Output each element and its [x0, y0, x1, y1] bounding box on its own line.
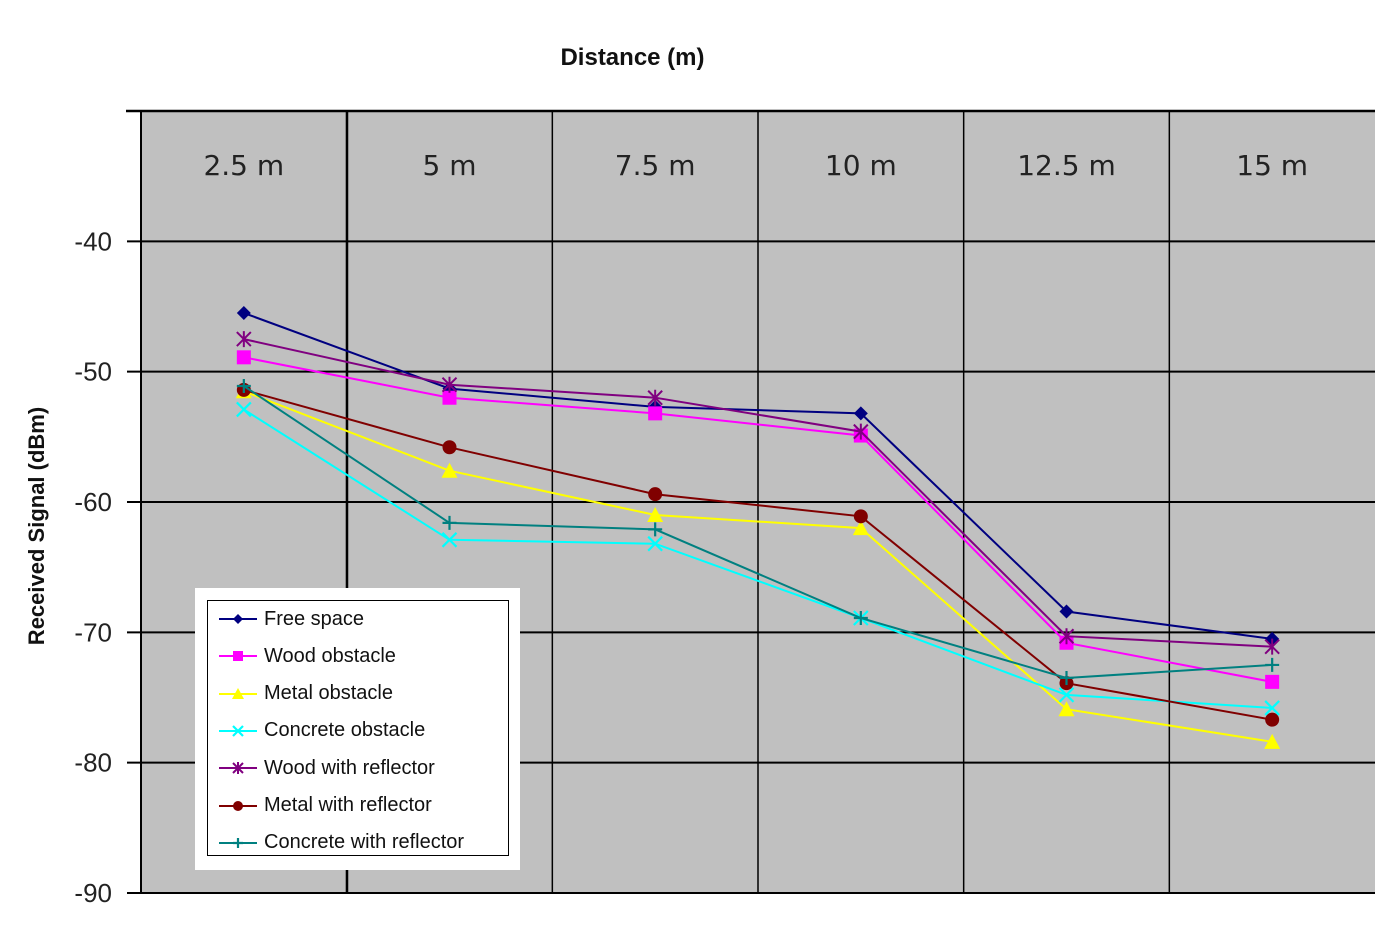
- legend-item: Concrete obstacle: [218, 716, 425, 746]
- legend-swatch: [219, 614, 257, 624]
- legend-swatch: [219, 800, 257, 811]
- series-line: [243, 312, 1273, 640]
- data-point: [1058, 628, 1075, 645]
- legend: Free space Wood obstacle Metal obstacle Con…: [195, 588, 520, 870]
- legend-label: Concrete obstacle: [264, 719, 426, 742]
- data-point: [648, 487, 663, 502]
- data-point: [236, 306, 251, 321]
- legend-label: Free space: [264, 607, 365, 630]
- data-point: [853, 509, 868, 524]
- y-tick-label: -80: [74, 748, 112, 778]
- data-point: [441, 462, 458, 478]
- data-point: [233, 651, 243, 662]
- data-point: [647, 389, 663, 406]
- x-category-label: 2.5 m: [203, 149, 284, 182]
- data-point: [233, 614, 243, 624]
- data-point: [1264, 733, 1281, 749]
- y-axis-title: Received Signal (dBm): [24, 406, 49, 646]
- legend-label: Wood obstacle: [264, 644, 396, 667]
- legend-item: Metal obstacle: [218, 679, 393, 709]
- data-point: [441, 532, 458, 548]
- data-point: [853, 423, 869, 440]
- legend-swatch: [219, 725, 257, 737]
- data-point: [442, 440, 457, 455]
- data-point: [647, 535, 663, 552]
- data-point: [853, 406, 868, 421]
- data-point: [1265, 674, 1280, 689]
- y-tick-label: -50: [74, 357, 112, 387]
- x-axis-title: Distance (m): [560, 44, 705, 71]
- data-point: [647, 507, 664, 523]
- data-point: [648, 522, 663, 537]
- x-category-label: 7.5 m: [615, 149, 696, 182]
- legend-item: Concrete with reflector: [218, 828, 464, 858]
- x-category-label: 12.5 m: [1017, 149, 1116, 182]
- data-point: [852, 520, 869, 536]
- data-point: [232, 762, 244, 775]
- data-point: [236, 401, 252, 418]
- legend-label: Concrete with reflector: [264, 831, 465, 854]
- data-point: [236, 350, 251, 365]
- data-point: [441, 376, 458, 393]
- series-line: [243, 390, 1273, 743]
- y-tick-label: -40: [74, 226, 112, 256]
- legend-swatch: [219, 651, 257, 662]
- legend-item: Wood with reflector: [218, 753, 435, 783]
- data-point: [1264, 700, 1280, 716]
- series-line: [243, 385, 1273, 680]
- data-point: [236, 379, 251, 394]
- x-category-label: 15 m: [1236, 149, 1308, 182]
- legend-swatch: [219, 837, 257, 848]
- data-point: [233, 837, 243, 848]
- series-line: [243, 338, 1273, 648]
- series-line: [243, 356, 1273, 683]
- data-point: [442, 390, 457, 405]
- data-point: [232, 687, 244, 699]
- y-tick-label: -60: [74, 487, 112, 517]
- x-category-label: 5 m: [423, 149, 477, 182]
- data-point: [853, 610, 868, 625]
- data-point: [1265, 657, 1280, 672]
- x-category-label: 10 m: [825, 149, 897, 182]
- data-point: [1059, 604, 1074, 619]
- series-line: [243, 388, 1273, 721]
- data-point: [442, 515, 457, 530]
- legend-label: Wood with reflector: [264, 756, 435, 779]
- legend-swatch: [219, 762, 257, 775]
- data-point: [1264, 638, 1280, 655]
- data-point: [648, 406, 663, 421]
- data-point: [1059, 670, 1074, 685]
- legend-label: Metal obstacle: [264, 682, 393, 705]
- y-tick-label: -70: [74, 617, 112, 647]
- data-point: [233, 800, 243, 811]
- legend-item: Metal with reflector: [218, 791, 432, 821]
- legend-item: Wood obstacle: [218, 641, 396, 671]
- data-point: [236, 331, 252, 348]
- legend-swatch: [219, 687, 257, 699]
- legend-label: Metal with reflector: [264, 794, 432, 816]
- series-line: [243, 408, 1273, 709]
- data-point: [1058, 687, 1075, 703]
- data-point: [1058, 701, 1075, 717]
- data-point: [1265, 712, 1280, 727]
- legend-item: Free space: [218, 604, 364, 634]
- legend-box: Free space Wood obstacle Metal obstacle Con…: [207, 600, 509, 856]
- y-tick-label: -90: [74, 878, 112, 908]
- data-point: [232, 725, 244, 737]
